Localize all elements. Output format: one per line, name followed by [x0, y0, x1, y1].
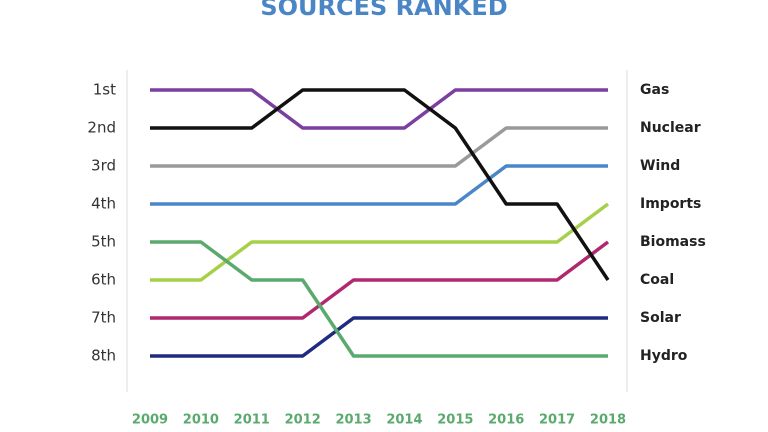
x-tick-label: 2010	[183, 413, 219, 428]
legend-label: Solar	[640, 310, 681, 326]
series-line	[150, 240, 610, 320]
series-line	[150, 240, 608, 358]
y-tick-label: 8th	[91, 347, 116, 365]
legend-label: Wind	[640, 158, 680, 174]
x-tick-label: 2017	[539, 413, 575, 428]
y-tick-label: 2nd	[87, 119, 116, 137]
legend-label: Coal	[640, 272, 674, 288]
series-line	[150, 202, 610, 282]
series-line	[150, 164, 608, 206]
legend-label: Nuclear	[640, 120, 701, 136]
x-tick-label: 2009	[132, 413, 168, 428]
series-line	[150, 88, 610, 281]
legend-label: Gas	[640, 82, 669, 98]
x-tick-label: 2012	[285, 413, 321, 428]
x-tick-label: 2011	[234, 413, 270, 428]
x-tick-label: 2018	[590, 413, 626, 428]
chart-title: SOURCES RANKED	[260, 0, 507, 21]
x-tick-label: 2016	[488, 413, 524, 428]
legend-label: Imports	[640, 196, 701, 212]
y-tick-label: 4th	[91, 195, 116, 213]
y-tick-label: 6th	[91, 271, 116, 289]
y-tick-label: 5th	[91, 233, 116, 251]
y-tick-label: 7th	[91, 309, 116, 327]
x-tick-label: 2014	[386, 413, 422, 428]
legend-label: Hydro	[640, 348, 688, 364]
legend-label: Biomass	[640, 234, 706, 250]
series-line	[150, 126, 608, 168]
y-tick-label: 3rd	[91, 157, 116, 175]
x-tick-label: 2013	[335, 413, 371, 428]
series-line	[150, 88, 608, 130]
series-line	[150, 316, 608, 358]
x-tick-label: 2015	[437, 413, 473, 428]
y-tick-label: 1st	[93, 81, 116, 99]
